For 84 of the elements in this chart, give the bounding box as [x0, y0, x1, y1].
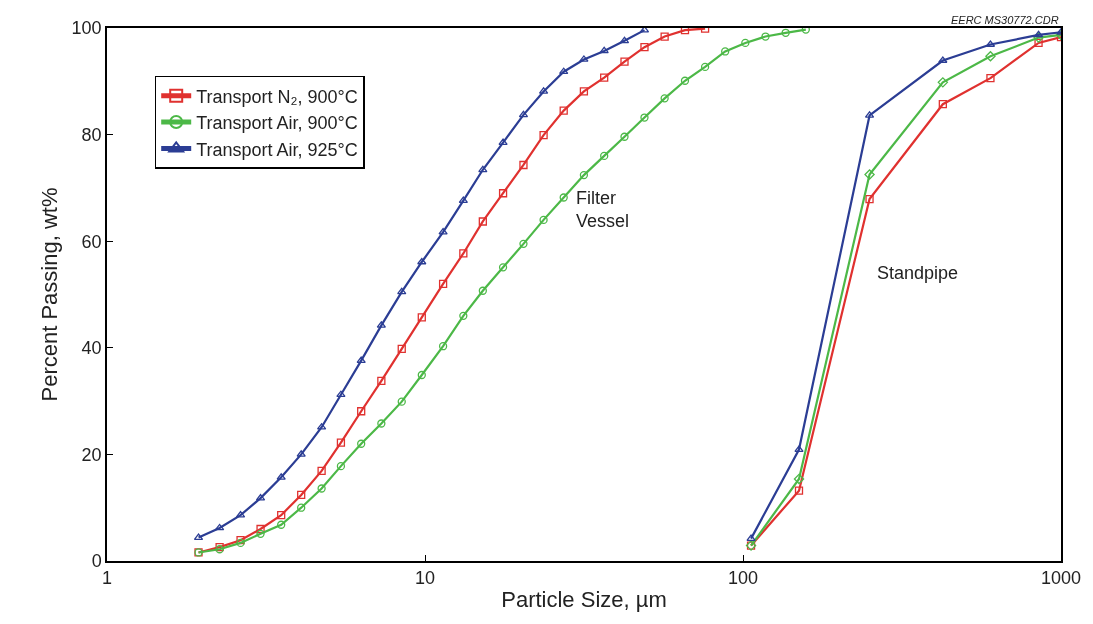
point [438, 342, 448, 351]
annotation: Filter Vessel [576, 188, 630, 232]
point [518, 110, 529, 118]
point [539, 215, 548, 225]
point [417, 313, 426, 322]
point [336, 461, 346, 471]
point [357, 407, 366, 416]
point [680, 28, 690, 35]
point [438, 227, 448, 235]
point [761, 32, 770, 41]
point [741, 38, 750, 48]
point [336, 438, 346, 447]
point [519, 160, 528, 170]
point [498, 263, 508, 272]
point [256, 524, 265, 534]
point [276, 473, 286, 480]
point [660, 32, 669, 41]
point [256, 529, 265, 538]
point [277, 511, 286, 520]
point [356, 356, 366, 363]
x-tick-label: 1000 [1040, 568, 1082, 589]
point [600, 151, 609, 161]
legend-label: Transport Air, 925°C [196, 139, 358, 160]
point [214, 523, 225, 531]
point [579, 170, 589, 180]
point [660, 94, 669, 103]
point [700, 62, 710, 72]
y-axis-title: Percent Passing, wt% [36, 187, 62, 402]
annotation: Standpipe [877, 263, 959, 283]
y-tick-label: 20 [81, 444, 102, 465]
point [539, 130, 548, 140]
point [640, 113, 649, 122]
point [438, 279, 448, 288]
point [417, 257, 427, 265]
point [680, 76, 690, 85]
point [579, 55, 589, 62]
y-tick-label: 80 [81, 124, 102, 145]
x-tick-label: 100 [727, 568, 759, 589]
point [377, 419, 386, 428]
point [599, 46, 609, 54]
point [397, 397, 406, 406]
point [377, 376, 386, 385]
point [459, 311, 468, 320]
point [781, 28, 790, 37]
point [297, 490, 306, 500]
point [336, 390, 346, 398]
point [478, 165, 488, 173]
point [559, 193, 568, 202]
text: EERC MS30772.CDR [951, 14, 1059, 26]
y-tick-label: 100 [71, 18, 102, 39]
point [458, 196, 469, 204]
point [417, 370, 426, 380]
point [600, 73, 609, 82]
y-tick-label: 60 [81, 231, 102, 252]
point [559, 106, 568, 115]
point [317, 466, 326, 476]
point [478, 217, 487, 226]
x-axis-title: Particle Size, µm [501, 586, 667, 612]
legend-label: Transport N₂, 900°C [196, 86, 358, 107]
point [357, 439, 366, 448]
point [397, 287, 407, 295]
point [397, 344, 406, 354]
point [478, 286, 487, 295]
y-tick-label: 40 [81, 338, 102, 359]
point [620, 132, 629, 141]
x-tick-label: 1 [101, 568, 113, 589]
x-tick-label: 10 [414, 568, 436, 589]
point [498, 189, 508, 198]
point [721, 47, 730, 56]
point [498, 138, 508, 145]
point [296, 450, 306, 457]
point [519, 239, 528, 249]
point [255, 493, 266, 501]
point [640, 43, 649, 52]
point [620, 57, 629, 66]
legend-label: Transport Air, 900°C [196, 113, 358, 134]
point [559, 67, 569, 75]
point [619, 36, 630, 44]
point [459, 249, 468, 258]
y-tick-label: 0 [91, 551, 102, 572]
point [317, 484, 326, 493]
point [297, 503, 306, 512]
point [579, 87, 589, 96]
point [277, 520, 286, 529]
